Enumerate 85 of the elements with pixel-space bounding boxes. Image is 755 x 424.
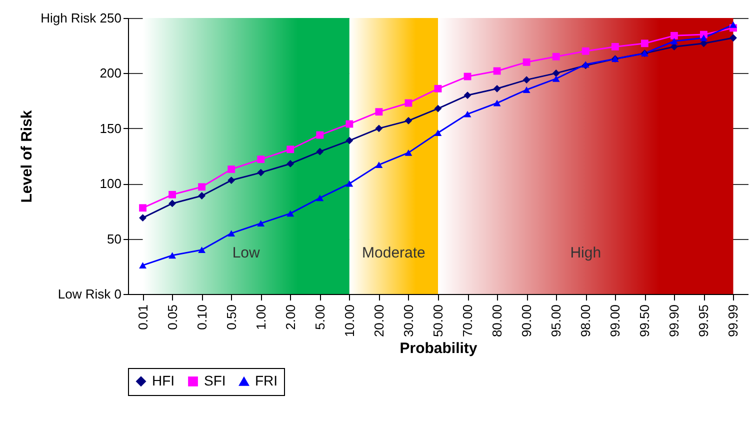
y-axis-title: Level of Risk bbox=[18, 110, 36, 203]
point bbox=[346, 180, 354, 187]
legend-label: HFI bbox=[152, 372, 175, 388]
point bbox=[522, 58, 530, 66]
point bbox=[404, 149, 412, 156]
point bbox=[198, 183, 206, 191]
band-label: Low bbox=[232, 244, 260, 262]
x-tick-label: 90.00 bbox=[519, 304, 534, 338]
point bbox=[493, 100, 501, 106]
point bbox=[611, 42, 619, 50]
x-tick-label: 1.00 bbox=[253, 304, 268, 330]
legend-label: FRI bbox=[255, 372, 278, 388]
point bbox=[434, 130, 442, 136]
x-tick-label: 10.00 bbox=[342, 304, 357, 338]
y-tick-label: 50 bbox=[107, 231, 122, 246]
point bbox=[434, 84, 442, 92]
point bbox=[670, 38, 678, 44]
point bbox=[168, 190, 176, 198]
point bbox=[316, 194, 324, 202]
x-tick-label: 20.00 bbox=[371, 304, 386, 338]
x-tick-label: 0.50 bbox=[224, 304, 239, 330]
point bbox=[346, 120, 354, 128]
point bbox=[139, 214, 146, 222]
point bbox=[228, 166, 236, 173]
point bbox=[139, 204, 146, 212]
y-tick-label: 150 bbox=[100, 120, 122, 136]
x-tick-label: 5.00 bbox=[312, 304, 328, 330]
x-tick-label: 2.00 bbox=[282, 304, 298, 330]
point bbox=[522, 86, 530, 93]
point bbox=[493, 84, 501, 92]
point bbox=[168, 252, 176, 259]
point bbox=[257, 168, 265, 176]
point bbox=[286, 160, 294, 168]
point bbox=[730, 21, 737, 28]
x-tick-label: 99.50 bbox=[637, 304, 652, 338]
x-tick-label: 30.00 bbox=[400, 304, 416, 338]
point bbox=[168, 200, 176, 208]
point bbox=[464, 110, 472, 118]
point bbox=[286, 146, 294, 154]
point bbox=[257, 220, 265, 227]
point bbox=[434, 104, 442, 112]
point bbox=[198, 246, 206, 254]
point bbox=[552, 76, 560, 82]
x-tick-label: 99.95 bbox=[696, 304, 712, 338]
point bbox=[139, 262, 146, 269]
point bbox=[375, 124, 383, 132]
point bbox=[286, 210, 294, 217]
x-tick-label: 98.00 bbox=[578, 304, 594, 338]
point bbox=[493, 67, 501, 75]
y-tick-label: High Risk 250 bbox=[40, 10, 122, 26]
x-tick-label: 70.00 bbox=[460, 304, 476, 338]
point bbox=[582, 47, 590, 55]
point bbox=[670, 32, 678, 40]
x-axis-title: Probability bbox=[400, 340, 478, 358]
point bbox=[375, 162, 383, 168]
x-tick-label: 0.05 bbox=[164, 304, 180, 330]
point bbox=[522, 76, 530, 84]
y-tick-label: 200 bbox=[100, 66, 122, 81]
point bbox=[730, 34, 737, 42]
band-label: High bbox=[570, 244, 602, 262]
point bbox=[316, 131, 324, 139]
x-tick-label: 95.00 bbox=[548, 304, 564, 338]
x-tick-label: 50.00 bbox=[430, 304, 446, 338]
point bbox=[700, 34, 708, 42]
point bbox=[375, 108, 383, 116]
point bbox=[228, 176, 236, 184]
legend-label: SFI bbox=[204, 372, 226, 388]
point bbox=[640, 40, 648, 48]
x-tick-label: 99.99 bbox=[726, 304, 741, 338]
point bbox=[464, 92, 472, 99]
y-tick-label: 100 bbox=[100, 176, 122, 192]
x-tick-label: 99.00 bbox=[608, 304, 623, 338]
point bbox=[552, 52, 560, 60]
point bbox=[257, 156, 265, 164]
x-tick-label: 0.10 bbox=[194, 304, 210, 330]
y-tick-label: Low Risk 0 bbox=[58, 286, 122, 302]
point bbox=[346, 136, 354, 144]
x-tick-label: 0.01 bbox=[135, 304, 150, 330]
point bbox=[198, 192, 206, 200]
point bbox=[404, 116, 412, 124]
point bbox=[552, 69, 560, 77]
point bbox=[316, 148, 324, 156]
point bbox=[228, 230, 236, 236]
x-tick-label: 80.00 bbox=[490, 304, 505, 338]
x-tick-label: 99.90 bbox=[666, 304, 682, 338]
